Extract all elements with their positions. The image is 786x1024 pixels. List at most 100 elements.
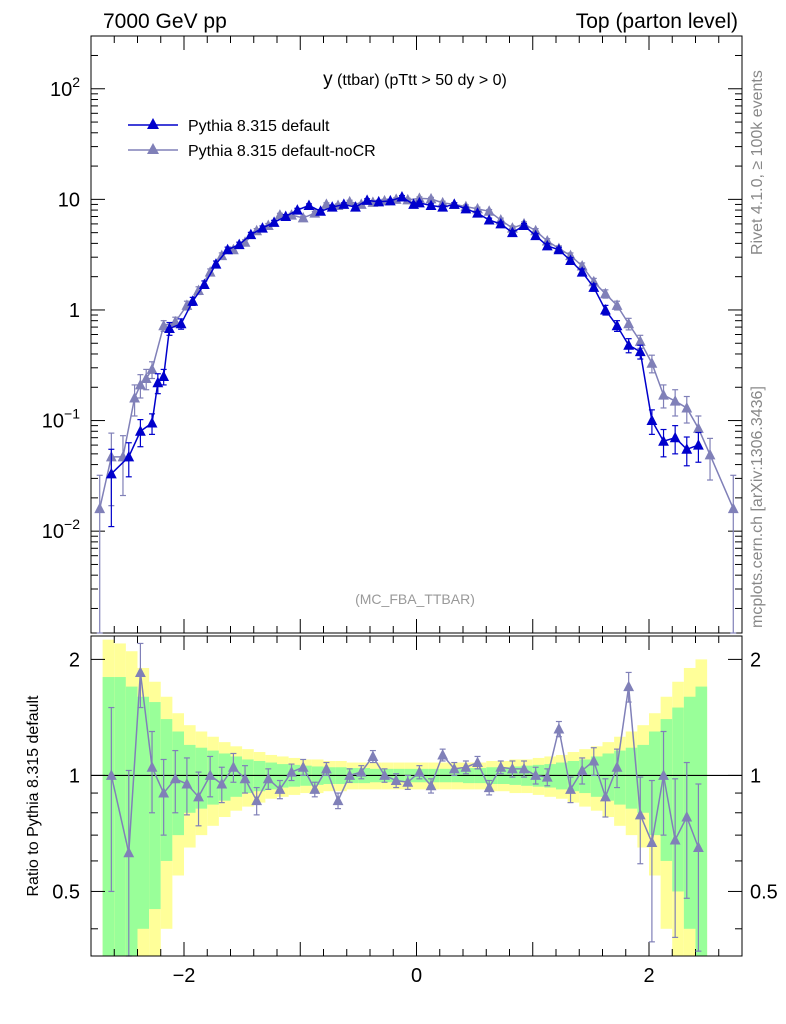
default-marker	[338, 198, 350, 209]
noCR-marker	[216, 249, 228, 261]
y-tick-label: 10	[58, 189, 80, 211]
series-default	[105, 191, 704, 528]
default-marker	[187, 295, 199, 306]
ratio-band-inner	[102, 677, 115, 956]
ratio-marker	[437, 748, 449, 760]
ratio-marker	[600, 790, 611, 802]
ratio-marker	[297, 761, 309, 772]
ratio-marker	[123, 846, 135, 858]
default-marker	[518, 219, 530, 231]
noCR-marker	[704, 448, 716, 460]
y-tick-label: 10−2	[42, 516, 80, 543]
ratio-marker	[105, 769, 117, 780]
default-marker	[472, 207, 483, 218]
ratio-y-tick-label-left: 0.5	[52, 881, 80, 903]
legend-marker-default	[147, 118, 159, 129]
default-marker	[105, 467, 117, 479]
y-tick-label: 102	[50, 74, 80, 101]
series-noCR	[94, 192, 739, 634]
default-marker	[448, 198, 460, 209]
ratio-band-inner	[184, 744, 196, 813]
ratio-bands	[102, 639, 708, 956]
ratio-marker	[344, 769, 356, 780]
ratio-marker	[321, 762, 332, 774]
ratio-marker	[658, 769, 669, 780]
noCR-marker	[483, 205, 495, 216]
default-marker	[600, 303, 611, 315]
legend-label-noCR: Pythia 8.315 default-noCR	[188, 143, 376, 160]
ratio-marker	[448, 762, 460, 774]
ratio-marker	[634, 808, 646, 820]
default-marker	[437, 201, 449, 212]
x-tick-label: 0	[411, 965, 422, 987]
noCR-marker	[344, 195, 356, 207]
ratio-y-tick-label-right: 2	[750, 649, 761, 671]
ratio-band-inner	[672, 707, 684, 892]
ratio-marker	[193, 790, 204, 802]
ratio-band-inner	[637, 744, 649, 813]
default-marker	[588, 281, 600, 292]
default-marker	[146, 417, 158, 428]
ratio-marker	[553, 722, 565, 734]
ratio-marker	[530, 769, 542, 780]
default-marker	[315, 205, 326, 216]
ratio-marker	[681, 811, 693, 822]
default-marker	[268, 216, 280, 227]
x-tick-label: −2	[173, 965, 196, 987]
ratio-marker	[367, 750, 379, 761]
ratio-marker	[483, 781, 495, 793]
noCR-marker	[681, 401, 693, 413]
default-marker	[396, 191, 408, 202]
ratio-y-tick-label-right: 1	[750, 765, 761, 787]
default-marker	[152, 376, 164, 388]
noCR-marker	[135, 378, 146, 390]
y-tick-label-base: 10	[50, 79, 72, 101]
default-marker	[350, 201, 361, 212]
ratio-band-inner	[579, 759, 591, 794]
default-marker	[669, 431, 681, 443]
ratio-band-inner	[149, 702, 161, 910]
default-marker	[373, 195, 385, 207]
ratio-marker	[286, 766, 297, 777]
ratio-marker	[204, 769, 216, 780]
ratio-marker	[576, 764, 588, 775]
noCR-marker	[239, 236, 251, 247]
ratio-marker	[355, 766, 367, 777]
ratio-marker	[425, 779, 437, 791]
noCR-marker	[727, 502, 739, 514]
noCR-marker	[193, 284, 204, 295]
ratio-band-inner	[230, 756, 243, 797]
noCR-marker	[611, 299, 623, 310]
default-marker	[576, 266, 588, 277]
ratio-marker	[146, 761, 158, 772]
ratio-band-inner	[242, 759, 254, 794]
ratio-marker	[158, 787, 170, 798]
ratio-marker	[588, 754, 600, 766]
y-tick-label-exp: −1	[64, 406, 80, 422]
default-marker	[384, 194, 396, 206]
default-marker	[646, 414, 658, 426]
ratio-panel: 0.5 0.5 1 1 2 2 −2 0 2 Ratio to Pythia 8.315 def…	[25, 635, 778, 987]
noCR-marker	[321, 198, 332, 209]
ratio-band-inner	[695, 686, 708, 956]
default-marker	[257, 222, 268, 233]
default-marker	[245, 228, 257, 240]
y-tick-label: 10−1	[42, 406, 80, 433]
y-tick-label-exp: −2	[64, 516, 80, 532]
noCR-marker	[634, 335, 646, 346]
noCR-marker	[204, 266, 216, 277]
default-marker	[483, 214, 495, 225]
ratio-y-tick-label-left: 2	[69, 649, 80, 671]
ratio-ylabel: Ratio to Pythia 8.315 default	[25, 695, 42, 897]
noCR-marker	[129, 391, 140, 403]
noCR-marker	[600, 287, 611, 299]
ratio-marker	[309, 783, 321, 794]
legend-marker-noCR	[147, 143, 159, 154]
default-marker	[210, 258, 222, 269]
ratio-band-inner	[590, 756, 603, 797]
ratio-marker	[507, 762, 518, 774]
header-right: Top (parton level)	[576, 10, 738, 33]
default-marker	[530, 229, 542, 241]
